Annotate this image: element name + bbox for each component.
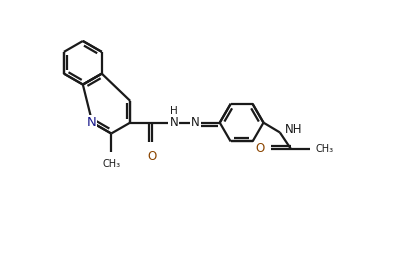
Text: O: O — [147, 150, 157, 163]
Text: O: O — [255, 142, 264, 155]
Text: H: H — [170, 106, 178, 116]
Text: N: N — [87, 116, 96, 129]
Text: CH₃: CH₃ — [315, 144, 333, 154]
Text: CH₃: CH₃ — [102, 159, 120, 169]
Text: NH: NH — [285, 123, 302, 136]
Text: N: N — [170, 116, 178, 129]
Text: N: N — [192, 116, 200, 129]
